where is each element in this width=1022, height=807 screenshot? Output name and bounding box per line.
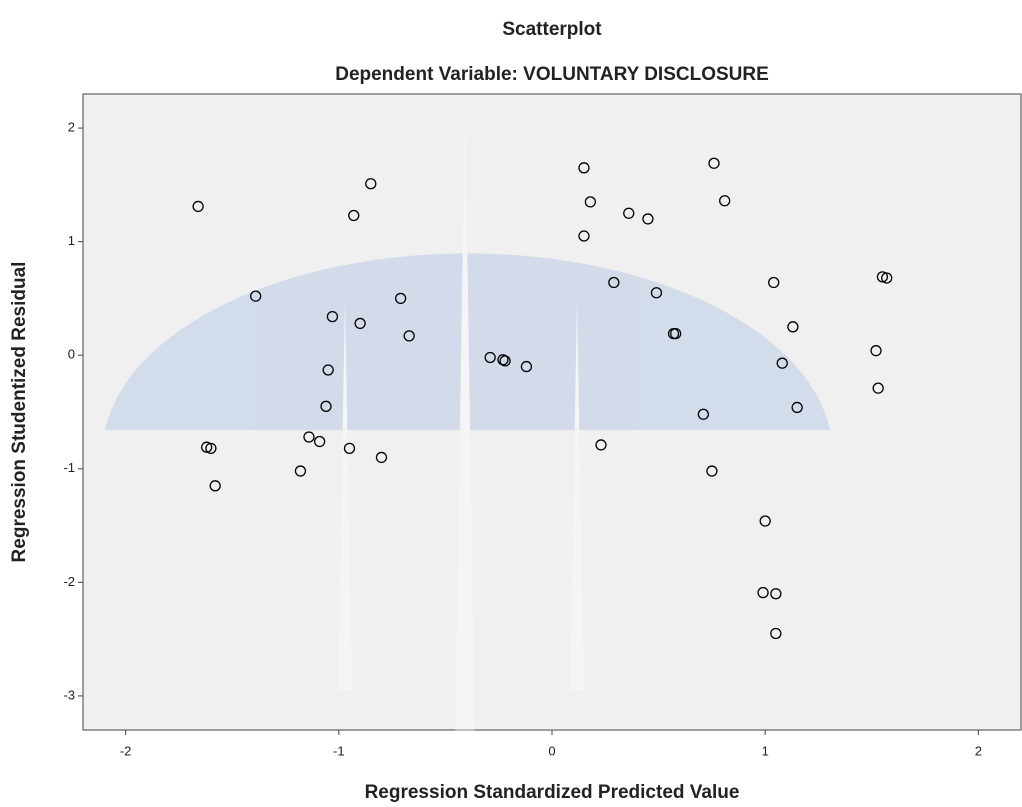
chart: Scatterplot Dependent Variable: VOLUNTAR… — [0, 0, 1022, 807]
y-tick-label: -2 — [63, 574, 75, 589]
y-axis-title: Regression Studentized Residual — [9, 262, 30, 563]
x-axis-title: Regression Standardized Predicted Value — [365, 782, 740, 803]
y-tick-label: 2 — [68, 120, 75, 135]
x-tick-label: 2 — [975, 743, 982, 758]
y-tick-label: -3 — [63, 687, 75, 702]
chart-title: Scatterplot — [502, 19, 602, 40]
y-tick-label: -1 — [63, 460, 75, 475]
chart-subtitle: Dependent Variable: VOLUNTARY DISCLOSURE — [335, 64, 769, 85]
x-tick-label: -2 — [120, 743, 132, 758]
x-tick-label: -1 — [333, 743, 345, 758]
x-tick-label: 1 — [762, 743, 769, 758]
y-tick-label: 1 — [68, 233, 75, 248]
y-tick-label: 0 — [68, 347, 75, 362]
x-tick-label: 0 — [548, 743, 555, 758]
